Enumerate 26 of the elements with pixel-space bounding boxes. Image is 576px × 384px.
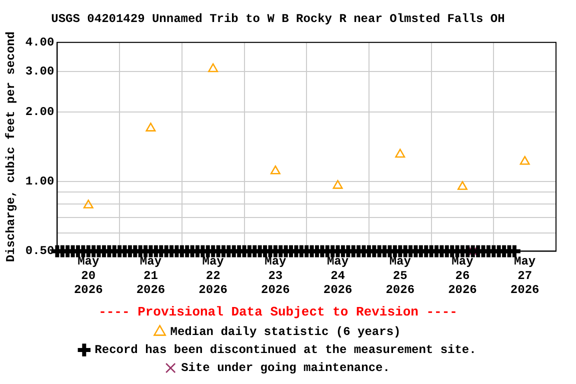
y-tick-label: 1.00	[25, 174, 54, 189]
point	[395, 148, 406, 158]
y-axis-title: Discharge, cubic feet per second	[4, 32, 18, 262]
y-tick-label: 2.00	[25, 105, 54, 120]
legend-label: Site under going maintenance.	[181, 361, 390, 376]
y-tick-label: 4.00	[25, 35, 54, 50]
x-tick-label: May 20 2026	[74, 254, 103, 298]
x-tick-label: May 27 2026	[510, 254, 540, 298]
point	[208, 63, 218, 72]
x-tick-label: May 22 2026	[198, 254, 228, 298]
point	[146, 122, 156, 132]
point	[332, 180, 343, 189]
x-tick-label: May 23 2026	[261, 254, 290, 298]
chart-title: USGS 04201429 Unnamed Trib to W B Rocky R near Olmsted Falls OH	[51, 12, 505, 26]
legend-label: Median daily statistic (6 years)	[170, 325, 401, 340]
x-tick-label: May 25 2026	[386, 254, 415, 298]
x-tick-label: May 24 2026	[323, 254, 352, 298]
point	[270, 165, 280, 174]
x-tick-label: May 21 2026	[136, 254, 166, 298]
text: ---- Provisional Data Subject to Revision ----	[98, 304, 458, 320]
y-tick-label: 3.00	[25, 64, 54, 78]
point	[457, 181, 468, 190]
point	[520, 156, 530, 165]
legend-label: Record has been discontinued at the measurement site.	[94, 343, 476, 358]
point	[83, 200, 94, 208]
x-tick-label: May 26 2026	[448, 254, 477, 298]
